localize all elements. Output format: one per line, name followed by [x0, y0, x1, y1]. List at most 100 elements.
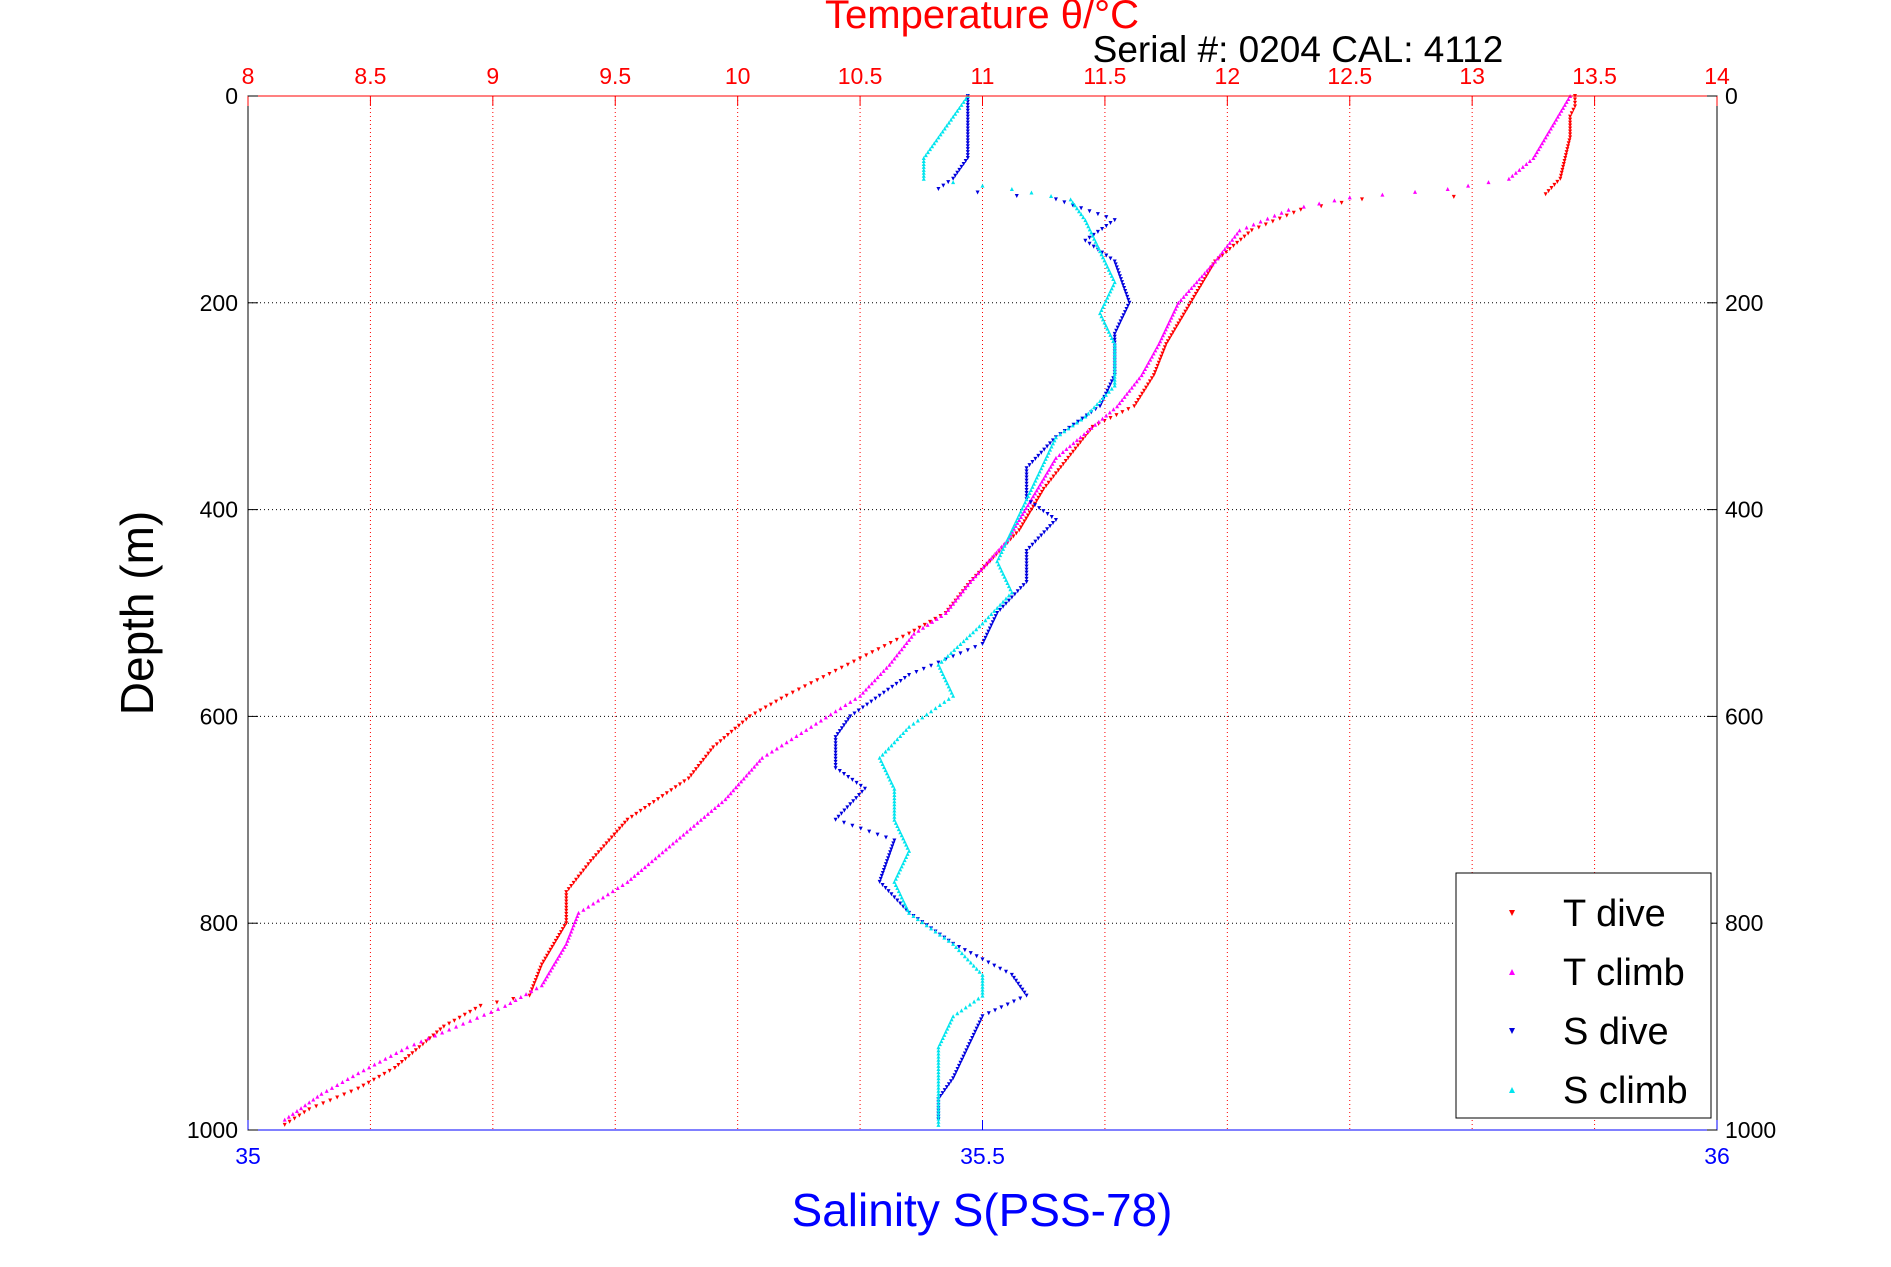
legend-label: T dive	[1563, 893, 1666, 935]
data-point	[1561, 105, 1566, 110]
data-point	[539, 962, 544, 967]
data-point	[952, 647, 957, 652]
data-point	[1109, 335, 1114, 340]
data-point	[562, 924, 567, 929]
data-point	[1102, 320, 1107, 325]
data-point	[976, 1023, 981, 1028]
data-point	[377, 1059, 382, 1064]
data-point	[907, 637, 912, 642]
data-point	[942, 935, 947, 940]
data-point	[992, 608, 997, 613]
data-point	[349, 1089, 354, 1094]
data-point	[965, 123, 970, 128]
data-point	[888, 640, 893, 645]
data-point	[892, 786, 897, 791]
data-point	[962, 954, 967, 959]
data-point	[575, 913, 580, 918]
data-point	[833, 817, 838, 822]
data-point	[878, 876, 883, 881]
data-point	[1043, 473, 1048, 478]
data-point	[892, 811, 897, 816]
data-point	[1571, 107, 1576, 112]
data-point	[890, 844, 895, 849]
data-point	[1541, 138, 1546, 143]
data-point	[837, 769, 842, 774]
data-point	[1048, 464, 1053, 469]
data-point	[989, 556, 994, 561]
data-point	[438, 1027, 443, 1032]
data-point	[617, 826, 622, 831]
data-point	[833, 753, 838, 758]
data-point	[1053, 517, 1058, 522]
data-point	[747, 714, 752, 719]
data-point	[1016, 981, 1021, 986]
data-point	[963, 586, 968, 591]
data-point	[1165, 339, 1170, 344]
data-point	[936, 1057, 941, 1062]
data-point	[921, 161, 926, 166]
data-point	[1249, 228, 1254, 233]
y-tick-label-right: 0	[1725, 83, 1738, 109]
data-point	[920, 920, 925, 925]
data-point	[833, 709, 838, 714]
data-point	[1547, 129, 1552, 134]
data-point	[570, 926, 575, 931]
data-point	[731, 788, 736, 793]
y-tick-label-right: 200	[1725, 290, 1763, 316]
data-point	[1081, 215, 1086, 220]
data-point	[1067, 444, 1072, 449]
data-point	[809, 681, 814, 686]
data-point	[550, 944, 555, 949]
data-point	[977, 624, 982, 629]
data-point	[1020, 506, 1025, 511]
data-point	[1124, 291, 1129, 296]
data-point	[1001, 571, 1006, 576]
data-point	[1029, 507, 1034, 512]
data-point	[553, 938, 558, 943]
data-point	[702, 814, 707, 819]
data-point	[1014, 531, 1019, 536]
data-point	[784, 693, 789, 698]
data-point	[951, 941, 956, 946]
data-point	[839, 726, 844, 731]
data-point	[403, 1057, 408, 1062]
data-point	[955, 1066, 960, 1071]
data-point	[1049, 514, 1054, 519]
data-point	[951, 114, 956, 119]
top-tick-label: 9.5	[599, 63, 631, 89]
data-point	[946, 607, 951, 612]
data-point	[1051, 521, 1056, 526]
data-point	[361, 1083, 366, 1088]
data-point	[1087, 241, 1092, 246]
data-point	[1194, 280, 1199, 285]
data-point	[1024, 570, 1029, 575]
data-point	[971, 1032, 976, 1037]
data-point	[1111, 407, 1116, 412]
data-point	[555, 956, 560, 961]
data-point	[1009, 528, 1014, 533]
data-point	[1112, 374, 1117, 379]
data-point	[524, 992, 529, 997]
data-point	[979, 1017, 984, 1022]
data-point	[1012, 592, 1017, 597]
data-point	[1027, 545, 1032, 550]
data-point	[307, 1100, 312, 1105]
data-point	[1109, 379, 1114, 384]
data-point	[789, 737, 794, 742]
data-point	[995, 605, 1000, 610]
data-point	[1109, 273, 1114, 278]
chart-title: Temperature θ/°C	[825, 0, 1139, 37]
data-point	[1279, 210, 1284, 215]
data-point	[1181, 312, 1186, 317]
data-point	[1568, 132, 1573, 137]
data-point	[1167, 318, 1172, 323]
data-point	[571, 880, 576, 885]
data-point	[1531, 156, 1536, 161]
data-point	[1006, 593, 1011, 598]
data-point	[1103, 298, 1108, 303]
data-point	[892, 838, 897, 843]
data-point	[818, 718, 823, 723]
data-point	[948, 687, 953, 692]
data-point	[1022, 509, 1027, 514]
data-point	[858, 826, 863, 831]
